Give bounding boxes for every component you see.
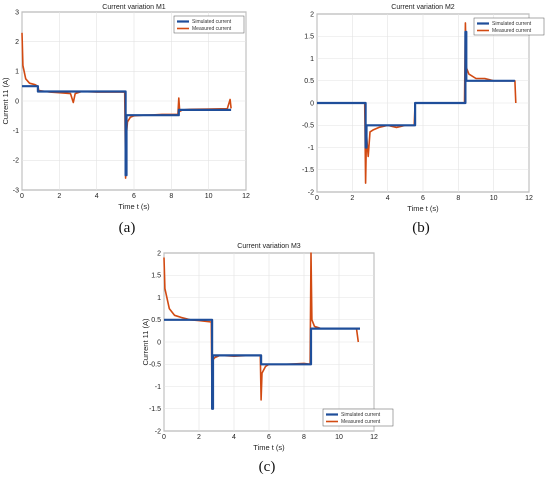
x-tick-label: 0 <box>20 193 24 200</box>
y-tick-label: 3 <box>15 9 19 16</box>
y-tick-label: 0.5 <box>151 317 161 324</box>
y-tick-label: -3 <box>13 187 19 194</box>
y-tick-label: -1 <box>308 145 314 152</box>
figure-caption: (a) <box>119 220 136 236</box>
y-axis-label: Current 11 (A) <box>1 77 10 124</box>
y-tick-label: 1.5 <box>151 273 161 280</box>
x-tick-label: 12 <box>370 434 378 441</box>
y-axis-label: Current 11 (A) <box>141 318 150 365</box>
y-tick-label: -0.5 <box>302 123 314 130</box>
x-tick-label: 2 <box>57 193 61 200</box>
legend-box <box>473 17 545 36</box>
y-tick-label: 2 <box>310 11 314 18</box>
x-tick-label: 6 <box>267 434 271 441</box>
x-tick-label: 10 <box>205 193 213 200</box>
y-tick-label: 1.5 <box>304 34 314 41</box>
x-tick-label: 2 <box>350 195 354 202</box>
y-tick-label: 1 <box>15 69 19 76</box>
legend-box <box>173 15 245 34</box>
series-line-simulated <box>22 85 232 177</box>
chart-title: Current variation M1 <box>102 4 166 11</box>
chart-title: Current variation M3 <box>237 243 301 250</box>
legend-label: Simulated current <box>192 19 232 25</box>
x-tick-label: 8 <box>169 193 173 200</box>
x-axis-label: Time t (s) <box>118 202 150 211</box>
x-tick-label: 12 <box>525 195 533 202</box>
legend-label: Measured current <box>192 26 232 32</box>
y-tick-label: 2 <box>157 250 161 257</box>
x-tick-label: 10 <box>490 195 498 202</box>
y-tick-label: -1 <box>13 128 19 135</box>
chart-m3: 0 2 4 6 8 10 12 -2 -1.5 -1 -0.5 0 0.5 1 1.5 2 Current va… <box>141 243 394 475</box>
legend-label: Measured current <box>341 419 381 425</box>
y-tick-label: 1 <box>310 56 314 63</box>
y-tick-label: -1 <box>155 384 161 391</box>
x-tick-label: 6 <box>132 193 136 200</box>
legend-label: Measured current <box>492 28 532 34</box>
figure-caption: (c) <box>259 459 276 475</box>
chart-m2: 0 2 4 6 8 10 12 -2 -1.5 -1 -0.5 0 0.5 1 1.5 2 Current va… <box>302 4 545 236</box>
y-tick-label: -2 <box>13 158 19 165</box>
x-tick-label: 8 <box>456 195 460 202</box>
x-tick-label: 0 <box>315 195 319 202</box>
chart-title: Current variation M2 <box>391 4 455 11</box>
y-tick-label: -2 <box>308 189 314 196</box>
y-tick-label: -1.5 <box>302 167 314 174</box>
figure-caption: (b) <box>412 220 430 236</box>
x-axis-label: Time t (s) <box>253 443 285 452</box>
legend-box <box>322 408 394 427</box>
y-tick-label: 0 <box>157 339 161 346</box>
x-tick-label: 12 <box>242 193 250 200</box>
y-tick-label: -1.5 <box>149 406 161 413</box>
x-tick-label: 4 <box>386 195 390 202</box>
x-tick-label: 0 <box>162 434 166 441</box>
y-tick-label: 1 <box>157 295 161 302</box>
legend-label: Simulated current <box>492 21 532 27</box>
y-tick-label: 0.5 <box>304 78 314 85</box>
x-axis-label: Time t (s) <box>407 204 439 213</box>
series-line-simulated <box>164 318 360 410</box>
y-tick-label: -2 <box>155 428 161 435</box>
y-tick-label: -0.5 <box>149 362 161 369</box>
y-tick-label: 0 <box>310 100 314 107</box>
x-tick-label: 4 <box>95 193 99 200</box>
x-tick-label: 6 <box>421 195 425 202</box>
x-tick-label: 10 <box>335 434 343 441</box>
y-tick-label: 2 <box>15 39 19 46</box>
x-tick-label: 2 <box>197 434 201 441</box>
y-tick-label: 0 <box>15 98 19 105</box>
x-tick-label: 4 <box>232 434 236 441</box>
legend-label: Simulated current <box>341 412 381 418</box>
series-line-simulated <box>317 30 515 149</box>
x-tick-label: 8 <box>302 434 306 441</box>
